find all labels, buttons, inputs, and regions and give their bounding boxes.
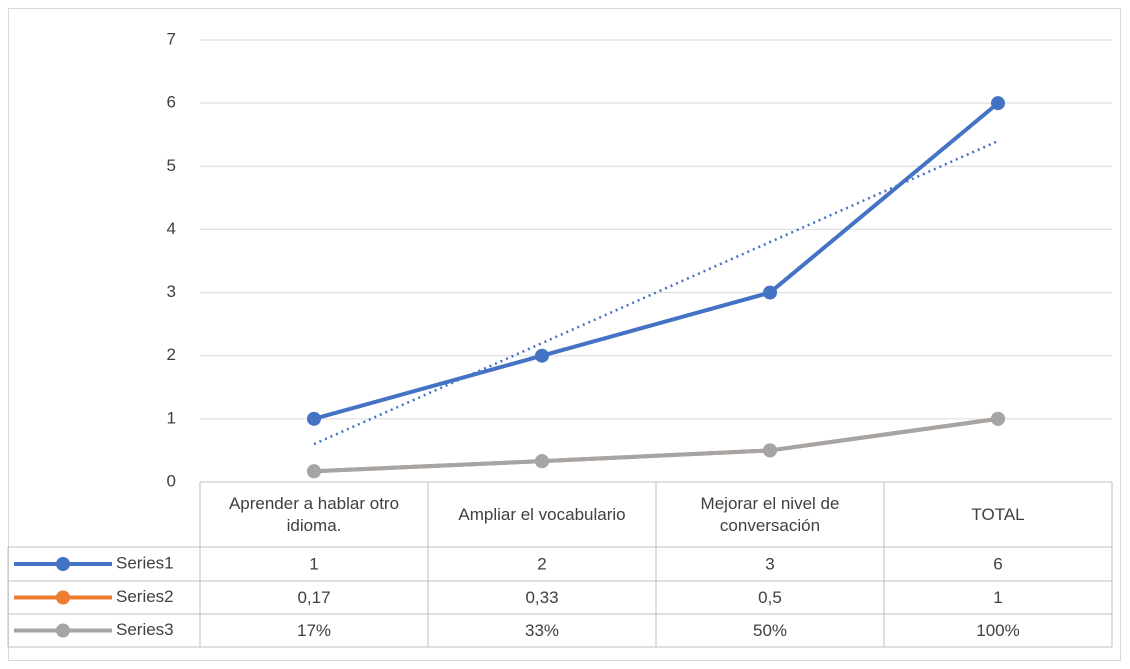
table-value: 0,17	[297, 588, 330, 607]
marker	[307, 464, 321, 479]
y-tick-label: 6	[167, 93, 176, 112]
y-tick-label: 7	[167, 29, 176, 48]
y-tick-label: 4	[167, 219, 176, 238]
series-line	[313, 416, 999, 474]
category-label: Aprender a hablar otro idioma.	[228, 494, 400, 535]
table-value: 50%	[753, 621, 787, 640]
chart-border	[8, 8, 1121, 661]
y-tick-label: 3	[167, 282, 176, 301]
table-value: 33%	[525, 621, 559, 640]
marker	[991, 96, 1005, 111]
marker	[763, 443, 777, 458]
marker	[763, 285, 777, 300]
table-value: 0,5	[758, 588, 782, 607]
table-value: 1	[993, 588, 1002, 607]
table-value: 0,33	[525, 588, 558, 607]
legend-label: Series3	[116, 620, 174, 639]
category-label: TOTAL	[971, 504, 1025, 524]
y-tick-label: 2	[167, 345, 176, 364]
category-label-box: Ampliar el vocabulario	[458, 504, 626, 524]
category-label-box: TOTAL	[971, 504, 1025, 524]
y-tick-label: 5	[167, 156, 176, 175]
table-value: 17%	[297, 621, 331, 640]
marker	[307, 411, 321, 426]
table-value: 1	[309, 554, 318, 573]
marker	[535, 348, 549, 363]
legend-marker	[56, 590, 70, 605]
y-tick-label: 0	[167, 471, 176, 490]
marker	[991, 411, 1005, 426]
table-value: 3	[765, 554, 774, 573]
category-label: Mejorar el nivel de conversación	[700, 494, 840, 535]
legend-label: Series2	[116, 587, 174, 606]
category-label: Ampliar el vocabulario	[458, 504, 626, 524]
y-tick-label: 1	[167, 408, 176, 427]
legend-label: Series1	[116, 553, 174, 572]
table-value: 2	[537, 554, 546, 573]
legend-marker	[56, 557, 70, 571]
marker	[535, 454, 549, 469]
series-line	[313, 101, 1000, 421]
table-value: 100%	[976, 621, 1019, 640]
legend-marker	[56, 623, 70, 638]
table-value: 6	[993, 554, 1002, 573]
category-label-box: Aprender a hablar otro idioma.	[228, 494, 400, 535]
category-label-box: Mejorar el nivel de conversación	[700, 494, 840, 535]
